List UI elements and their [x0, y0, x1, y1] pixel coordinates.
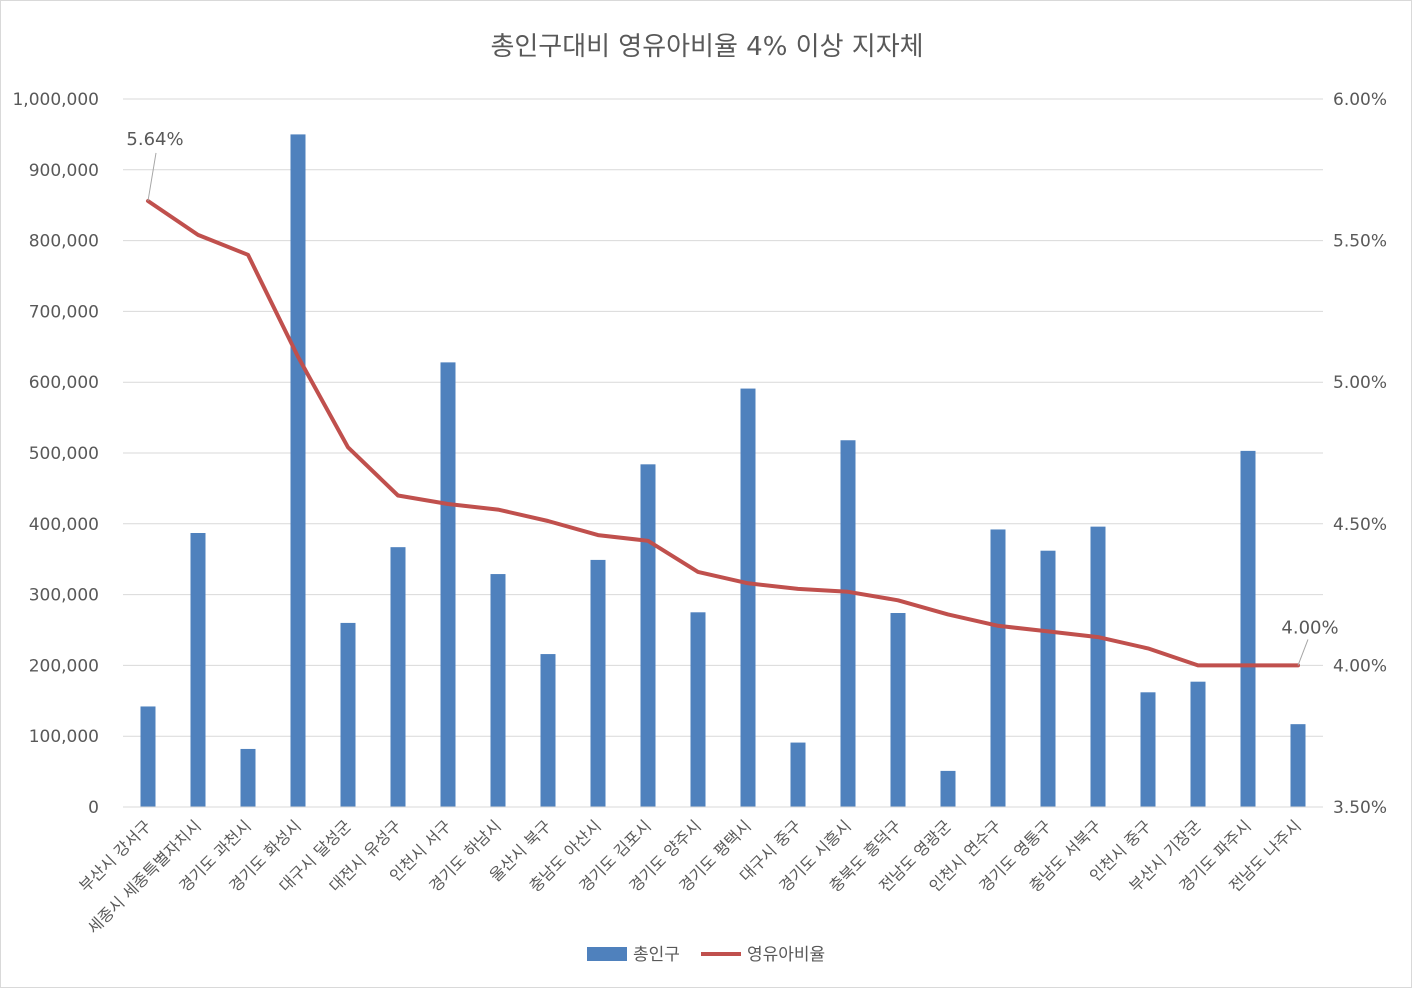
bar	[1240, 450, 1256, 807]
bar	[740, 388, 756, 807]
line-path	[146, 199, 1300, 668]
chart-title: 총인구대비 영유아비율 4% 이상 지자체	[490, 32, 923, 62]
line-point	[646, 539, 650, 543]
left-tick-label: 1,000,000	[12, 90, 99, 110]
legend-label-line: 영유아비율	[747, 945, 825, 965]
left-tick-label: 200,000	[29, 656, 99, 676]
line-point	[346, 445, 350, 449]
line-point	[196, 233, 200, 237]
gridlines	[123, 98, 1323, 737]
line-point	[296, 355, 300, 359]
line-point	[596, 533, 600, 537]
line-point	[796, 587, 800, 591]
line-point	[1096, 635, 1100, 639]
data-labels: 5.64% 4.00%	[126, 129, 1339, 666]
legend: 총인구 영유아비율	[587, 945, 825, 965]
right-tick-label: 3.50%	[1333, 798, 1387, 818]
bar	[790, 742, 806, 807]
bar	[240, 748, 256, 807]
left-axis: 0 100,000 200,000 300,000 400,000 500,000 600,…	[12, 90, 99, 818]
line-point	[1046, 629, 1050, 633]
line-point	[496, 508, 500, 512]
line-point	[1246, 663, 1250, 667]
legend-label-bar: 총인구	[633, 945, 680, 965]
line-point	[746, 581, 750, 585]
data-label-leader	[1297, 639, 1309, 666]
bar	[190, 533, 206, 807]
right-tick-label: 5.50%	[1333, 232, 1387, 252]
left-tick-label: 800,000	[29, 232, 99, 252]
right-tick-label: 4.00%	[1333, 656, 1387, 676]
right-tick-label: 4.50%	[1333, 515, 1387, 535]
bar	[840, 440, 856, 807]
data-label: 4.00%	[1281, 617, 1338, 638]
bar	[1190, 681, 1206, 807]
bar	[1140, 692, 1156, 807]
line-point	[446, 502, 450, 506]
line-point	[1146, 646, 1150, 650]
left-tick-label: 400,000	[29, 515, 99, 535]
line-point	[996, 624, 1000, 628]
bar	[1290, 724, 1306, 807]
line-point	[546, 519, 550, 523]
bar	[490, 574, 506, 807]
legend-swatch-bar	[587, 947, 627, 961]
bar	[990, 529, 1006, 807]
left-tick-label: 0	[88, 798, 99, 818]
bar	[640, 464, 656, 807]
line-series	[146, 199, 1300, 668]
bar	[290, 134, 306, 807]
bar	[440, 362, 456, 807]
bar	[590, 559, 606, 807]
right-tick-label: 5.00%	[1333, 373, 1387, 393]
line-point	[1196, 663, 1200, 667]
line-point	[896, 598, 900, 602]
line-point	[696, 570, 700, 574]
left-tick-label: 300,000	[29, 586, 99, 606]
left-tick-label: 100,000	[29, 727, 99, 747]
bar	[390, 547, 406, 807]
left-tick-label: 900,000	[29, 161, 99, 181]
bar	[690, 612, 706, 807]
left-tick-label: 500,000	[29, 444, 99, 464]
data-label-leader	[147, 152, 157, 202]
line-point	[846, 590, 850, 594]
line-point	[246, 253, 250, 257]
bar	[1090, 526, 1106, 807]
bar	[1040, 550, 1056, 807]
bar-series	[140, 134, 1306, 807]
bar	[340, 622, 356, 807]
right-axis: 3.50% 4.00% 4.50% 5.00% 5.50% 6.00%	[1333, 90, 1387, 818]
left-tick-label: 700,000	[29, 302, 99, 322]
bar	[940, 770, 956, 807]
line-point	[396, 493, 400, 497]
data-label: 5.64%	[126, 129, 183, 150]
bar	[140, 706, 156, 807]
left-tick-label: 600,000	[29, 373, 99, 393]
bar	[890, 613, 906, 807]
bar	[540, 654, 556, 807]
line-point	[946, 612, 950, 616]
right-tick-label: 6.00%	[1333, 90, 1387, 110]
